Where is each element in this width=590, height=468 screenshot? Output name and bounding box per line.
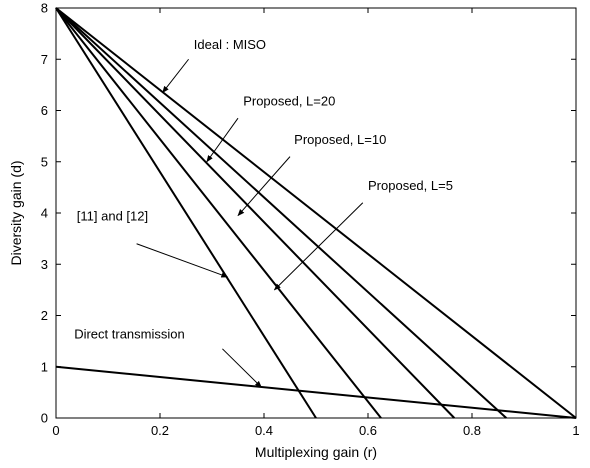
y-tick-label: 1 <box>41 359 48 374</box>
x-tick-label: 0.2 <box>151 423 169 438</box>
annotation-label: Direct transmission <box>74 327 185 342</box>
x-tick-label: 0.6 <box>359 423 377 438</box>
annotation-label: [11] and [12] <box>77 209 148 224</box>
series-line-refs-11-12 <box>55 7 317 419</box>
y-tick-label: 6 <box>41 103 48 118</box>
y-tick-label: 5 <box>41 154 48 169</box>
annotation-arrow <box>237 156 291 217</box>
annotation-arrow <box>206 117 239 163</box>
annotation-arrow <box>162 58 189 94</box>
y-tick-label: 3 <box>41 257 48 272</box>
series-line-proposed-l10 <box>55 7 456 419</box>
y-tick-label: 7 <box>41 52 48 67</box>
series-line-proposed-l20 <box>55 7 507 419</box>
annotation-arrow <box>273 202 364 291</box>
x-tick-label: 0.8 <box>463 423 481 438</box>
annotation-arrow <box>136 243 229 278</box>
x-axis-title: Multiplexing gain (r) <box>255 444 377 460</box>
y-tick-label: 0 <box>41 411 48 426</box>
x-tick-label: 0 <box>52 423 59 438</box>
y-tick-label: 4 <box>41 206 48 221</box>
annotation-arrow <box>222 348 262 388</box>
y-tick-label: 8 <box>41 1 48 16</box>
y-tick-label: 2 <box>41 308 48 323</box>
x-tick-label: 1 <box>572 423 579 438</box>
annotation-label: Ideal : MISO <box>194 37 266 52</box>
annotation-label: Proposed, L=10 <box>294 132 386 147</box>
annotation-label: Proposed, L=20 <box>243 93 335 108</box>
series-line-ideal-miso <box>55 7 577 419</box>
annotations: Ideal : MISO Proposed, L=20 Proposed, L=10… <box>74 37 453 388</box>
annotation-label: Proposed, L=5 <box>368 178 453 193</box>
x-tick-label: 0.4 <box>255 423 273 438</box>
axis-ticks: 0 0.2 0.4 0.6 0.8 1 0 1 2 3 4 5 6 7 8 <box>41 1 580 439</box>
y-axis-title: Diversity gain (d) <box>8 160 24 265</box>
series-lines <box>55 7 577 419</box>
series-line-proposed-l5 <box>55 7 382 419</box>
series-line-direct-transmission <box>55 365 577 419</box>
